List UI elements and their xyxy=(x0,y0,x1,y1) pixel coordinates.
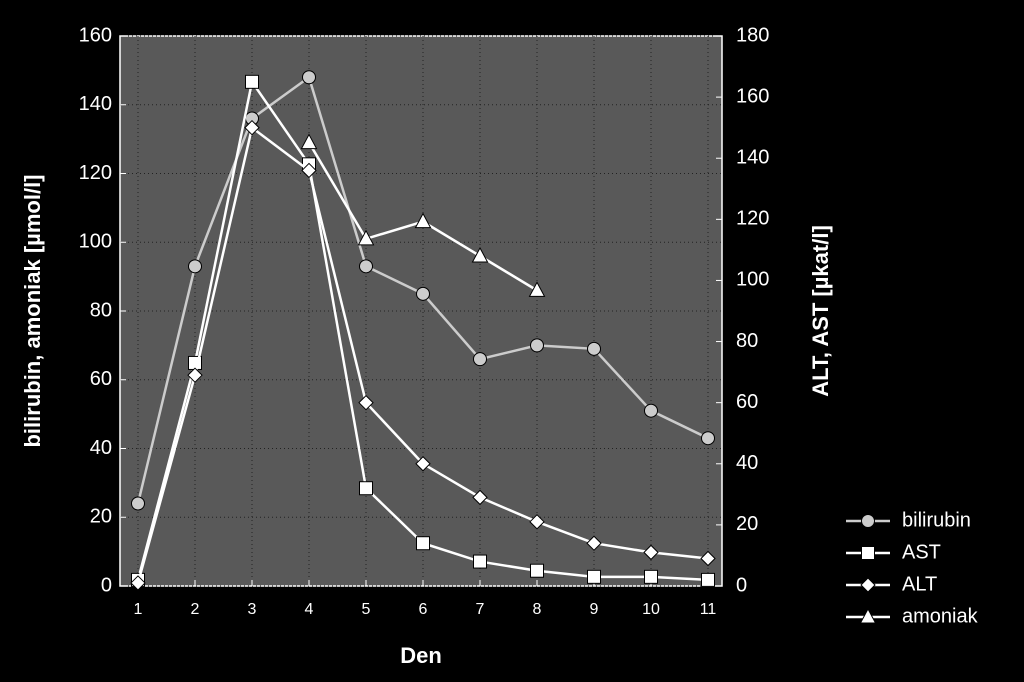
data-point xyxy=(244,119,260,136)
data-point xyxy=(471,246,489,263)
y-axis-title: bilirubin, amoniak [µmol/l] xyxy=(20,174,45,447)
x-tick-label: 10 xyxy=(642,601,660,618)
y2-axis-title: ALT, AST [µkat/l] xyxy=(808,225,833,397)
x-tick-label: 5 xyxy=(362,601,371,618)
x-tick-label: 7 xyxy=(476,601,485,618)
x-tick-label: 2 xyxy=(191,601,200,618)
data-point xyxy=(359,481,373,496)
data-point xyxy=(472,489,488,506)
y-tick-label: 60 xyxy=(90,368,112,390)
x-tick-label: 6 xyxy=(419,601,428,618)
y2-tick-label: 100 xyxy=(736,269,769,291)
legend-label: ALT xyxy=(902,573,937,595)
data-point xyxy=(357,229,375,246)
x-axis-title: Den xyxy=(400,643,442,668)
y-tick-label: 0 xyxy=(101,574,112,596)
legend-marker xyxy=(859,607,877,624)
y-tick-label: 40 xyxy=(90,437,112,459)
legend-marker xyxy=(861,546,875,560)
y2-tick-label: 60 xyxy=(736,391,758,413)
legend-label: AST xyxy=(902,541,941,563)
data-point xyxy=(187,367,203,383)
data-point xyxy=(643,544,659,561)
data-point xyxy=(416,286,430,301)
legend-label: amoniak xyxy=(902,605,979,627)
y2-tick-label: 20 xyxy=(736,513,758,535)
legend-marker xyxy=(860,577,876,593)
data-point xyxy=(529,514,545,530)
x-tick-label: 3 xyxy=(248,601,257,618)
data-point xyxy=(701,431,715,446)
data-point xyxy=(528,281,546,297)
y-tick-label: 160 xyxy=(79,24,112,46)
y2-tick-label: 80 xyxy=(736,330,758,352)
data-point xyxy=(130,575,146,591)
data-point xyxy=(416,536,430,551)
y-tick-label: 120 xyxy=(79,162,112,184)
data-point xyxy=(188,259,202,274)
y2-tick-label: 140 xyxy=(736,147,769,169)
data-point xyxy=(415,456,431,472)
y2-tick-label: 40 xyxy=(736,452,758,474)
data-point xyxy=(245,74,259,89)
data-point xyxy=(644,569,658,584)
data-point xyxy=(700,550,716,567)
data-point xyxy=(302,70,316,85)
data-point xyxy=(300,133,318,150)
data-point xyxy=(358,394,374,411)
data-point xyxy=(644,403,658,418)
y2-tick-label: 160 xyxy=(736,85,769,107)
x-tick-label: 8 xyxy=(533,601,542,618)
y2-tick-label: 120 xyxy=(736,208,769,230)
data-point xyxy=(473,554,487,569)
data-point xyxy=(301,162,317,179)
data-point xyxy=(701,572,715,587)
data-point xyxy=(530,338,544,353)
x-tick-label: 9 xyxy=(590,601,599,618)
y-tick-label: 20 xyxy=(90,506,112,528)
y2-tick-label: 0 xyxy=(736,574,747,596)
y2-tick-label: 180 xyxy=(736,24,769,46)
x-tick-label: 4 xyxy=(305,601,314,618)
data-point xyxy=(473,352,487,367)
x-tick-label: 11 xyxy=(700,601,717,618)
data-point xyxy=(586,535,602,551)
legend-label: bilirubin xyxy=(902,509,971,531)
y-tick-label: 100 xyxy=(79,231,112,253)
data-point xyxy=(587,569,601,584)
data-point xyxy=(131,496,145,511)
x-tick-label: 1 xyxy=(134,601,143,618)
data-point xyxy=(587,341,601,356)
legend-marker xyxy=(861,514,875,528)
data-point xyxy=(414,212,432,229)
data-point xyxy=(359,259,373,274)
y-tick-label: 80 xyxy=(90,299,112,321)
data-point xyxy=(530,563,544,578)
y-tick-label: 140 xyxy=(79,93,112,115)
